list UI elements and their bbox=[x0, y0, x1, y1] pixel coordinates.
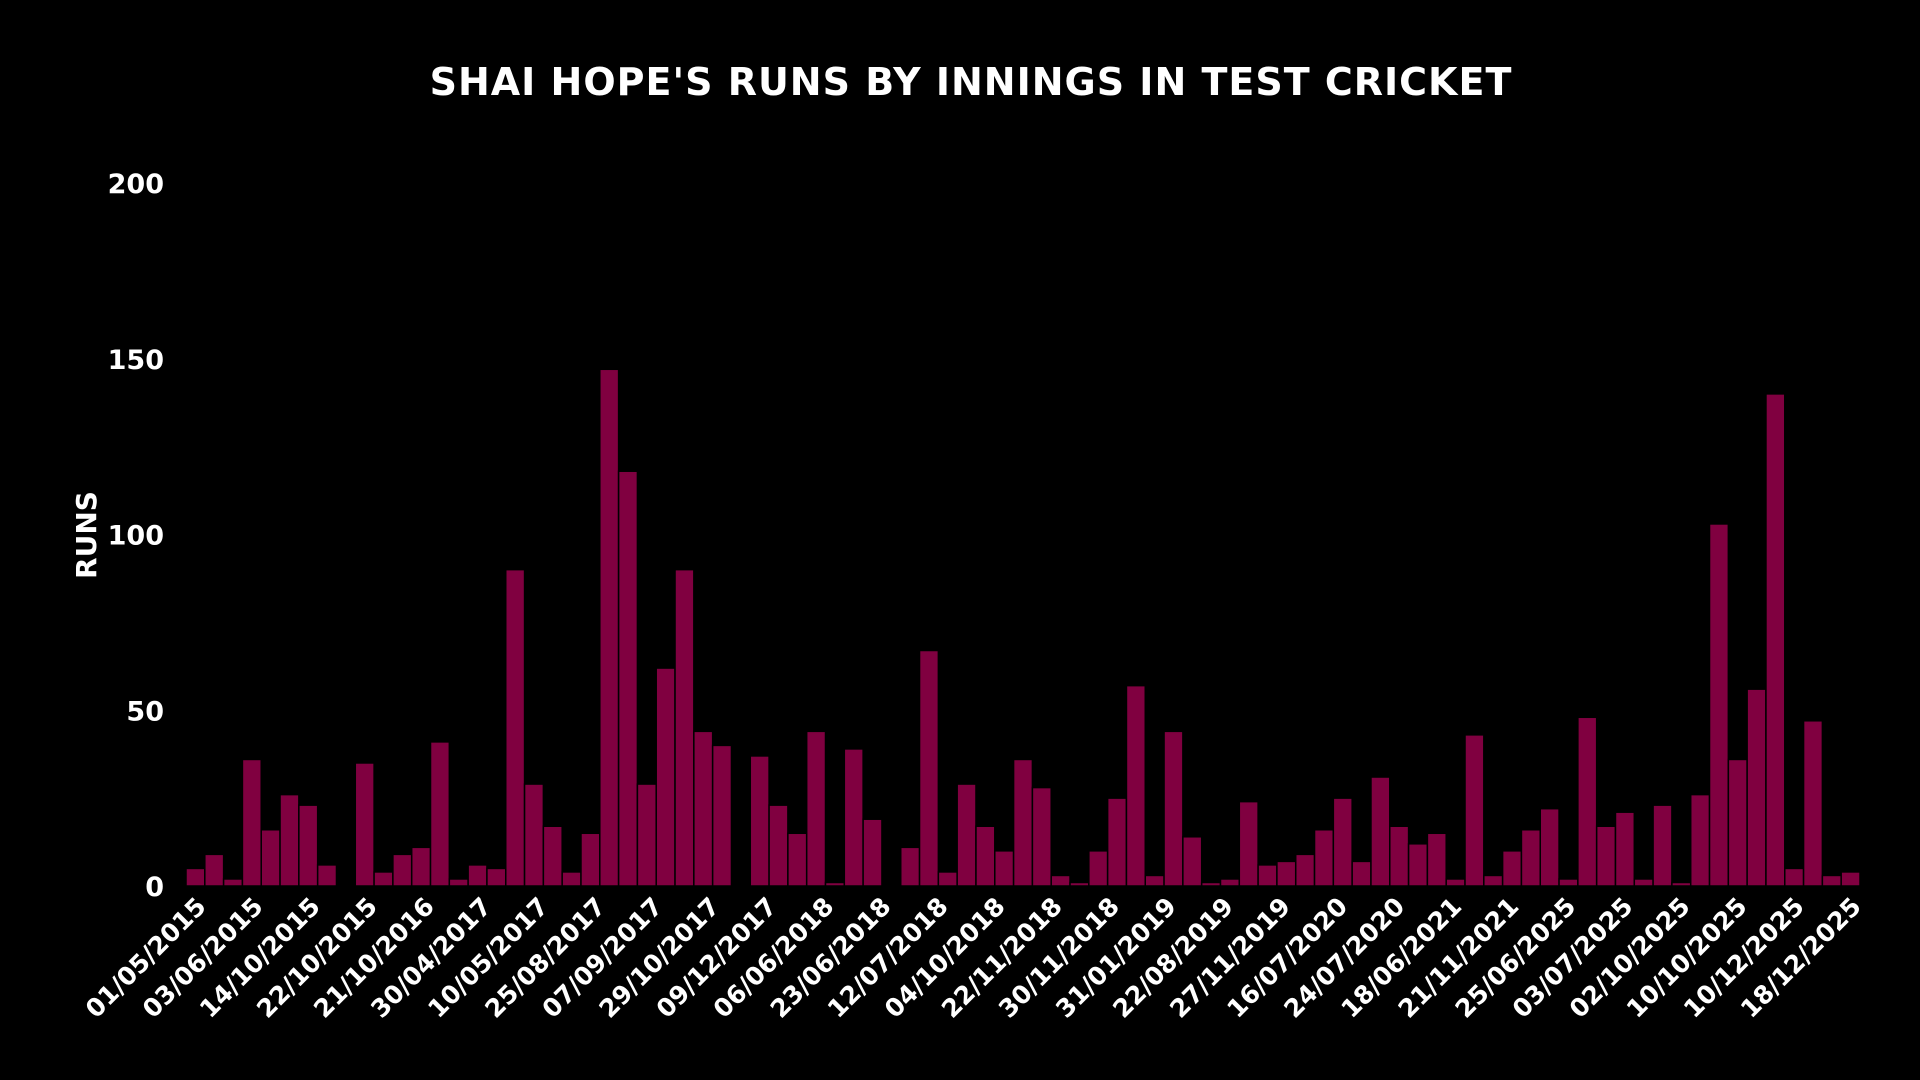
bar bbox=[975, 825, 996, 887]
bar bbox=[711, 744, 733, 887]
bar bbox=[1389, 825, 1410, 887]
bar bbox=[805, 730, 827, 887]
bar bbox=[1182, 836, 1203, 887]
bar bbox=[429, 741, 451, 887]
chart-title: SHAI HOPE'S RUNS BY INNINGS IN TEST CRIC… bbox=[430, 60, 1513, 104]
bar bbox=[1614, 811, 1636, 887]
bar bbox=[1727, 758, 1748, 887]
bar bbox=[843, 748, 864, 887]
bar bbox=[448, 878, 469, 887]
bar bbox=[1821, 874, 1842, 887]
bar bbox=[824, 881, 846, 887]
bar bbox=[1464, 734, 1485, 887]
bar bbox=[523, 783, 545, 887]
bar bbox=[862, 818, 883, 887]
bar bbox=[1765, 393, 1786, 887]
bar bbox=[1689, 793, 1711, 887]
bar bbox=[1802, 720, 1824, 887]
bar bbox=[787, 832, 808, 887]
bar bbox=[354, 762, 375, 887]
bar bbox=[1200, 881, 1222, 887]
y-axis-ticks: 0 50 100 150 200 bbox=[108, 169, 164, 903]
y-tick-label: 150 bbox=[108, 345, 164, 376]
bar bbox=[392, 853, 413, 887]
bar bbox=[636, 783, 657, 887]
bar bbox=[674, 568, 695, 887]
bar bbox=[1106, 797, 1128, 887]
bar bbox=[1163, 730, 1184, 887]
bar bbox=[298, 804, 319, 887]
bar bbox=[693, 730, 714, 887]
bar bbox=[1671, 881, 1692, 887]
bar bbox=[260, 829, 281, 887]
bar bbox=[1031, 786, 1052, 887]
bar bbox=[749, 755, 770, 887]
y-tick-label: 0 bbox=[145, 872, 164, 903]
bar bbox=[1483, 874, 1504, 887]
bar bbox=[1238, 800, 1259, 887]
bar bbox=[1050, 874, 1071, 887]
bar bbox=[1840, 871, 1861, 887]
bar bbox=[1313, 829, 1335, 887]
bar bbox=[1125, 684, 1147, 887]
bar bbox=[1294, 853, 1316, 887]
bar bbox=[486, 867, 507, 887]
bar bbox=[899, 846, 921, 887]
bars-group bbox=[185, 368, 1861, 887]
bar bbox=[1595, 825, 1617, 887]
bar bbox=[1652, 804, 1673, 887]
y-tick-label: 200 bbox=[108, 169, 164, 200]
bar bbox=[1501, 850, 1523, 887]
bar bbox=[542, 825, 563, 887]
bar bbox=[222, 878, 244, 887]
bar bbox=[580, 832, 601, 887]
bar bbox=[241, 758, 262, 887]
bar bbox=[1746, 688, 1767, 887]
bar bbox=[1708, 523, 1730, 887]
bar bbox=[1351, 860, 1372, 887]
bar bbox=[1633, 878, 1654, 887]
bar bbox=[1088, 850, 1109, 887]
bar bbox=[956, 783, 977, 887]
bar bbox=[937, 871, 958, 887]
bar bbox=[1370, 776, 1391, 887]
bar bbox=[1332, 797, 1353, 887]
bar bbox=[1520, 829, 1541, 887]
bar bbox=[617, 470, 639, 887]
bar bbox=[410, 846, 432, 887]
bar bbox=[768, 804, 789, 887]
bar bbox=[204, 853, 225, 887]
bar bbox=[918, 649, 940, 887]
y-tick-label: 100 bbox=[108, 521, 164, 552]
bar bbox=[316, 864, 338, 887]
bar bbox=[185, 867, 206, 887]
bar bbox=[1144, 874, 1165, 887]
bar bbox=[1407, 843, 1429, 887]
bar bbox=[561, 871, 582, 887]
bar bbox=[373, 871, 394, 887]
bar bbox=[1012, 758, 1034, 887]
bar bbox=[655, 667, 676, 887]
y-tick-label: 50 bbox=[126, 696, 164, 727]
bar bbox=[1069, 881, 1090, 887]
bar bbox=[1219, 878, 1241, 887]
bar bbox=[1445, 878, 1466, 887]
bar bbox=[1426, 832, 1447, 887]
bar bbox=[1784, 867, 1805, 887]
bar bbox=[279, 793, 300, 887]
x-axis-ticks: 01/05/201503/06/201514/10/201522/10/2015… bbox=[80, 892, 1867, 1024]
bar bbox=[1257, 864, 1278, 887]
bar bbox=[994, 850, 1015, 887]
bar bbox=[599, 368, 620, 887]
bar bbox=[1539, 807, 1560, 887]
bar bbox=[467, 864, 488, 887]
bar bbox=[505, 568, 526, 887]
bar bbox=[1577, 716, 1598, 887]
bar bbox=[1276, 860, 1297, 887]
bar bbox=[1558, 878, 1579, 887]
y-axis-label: RUNS bbox=[70, 491, 103, 579]
